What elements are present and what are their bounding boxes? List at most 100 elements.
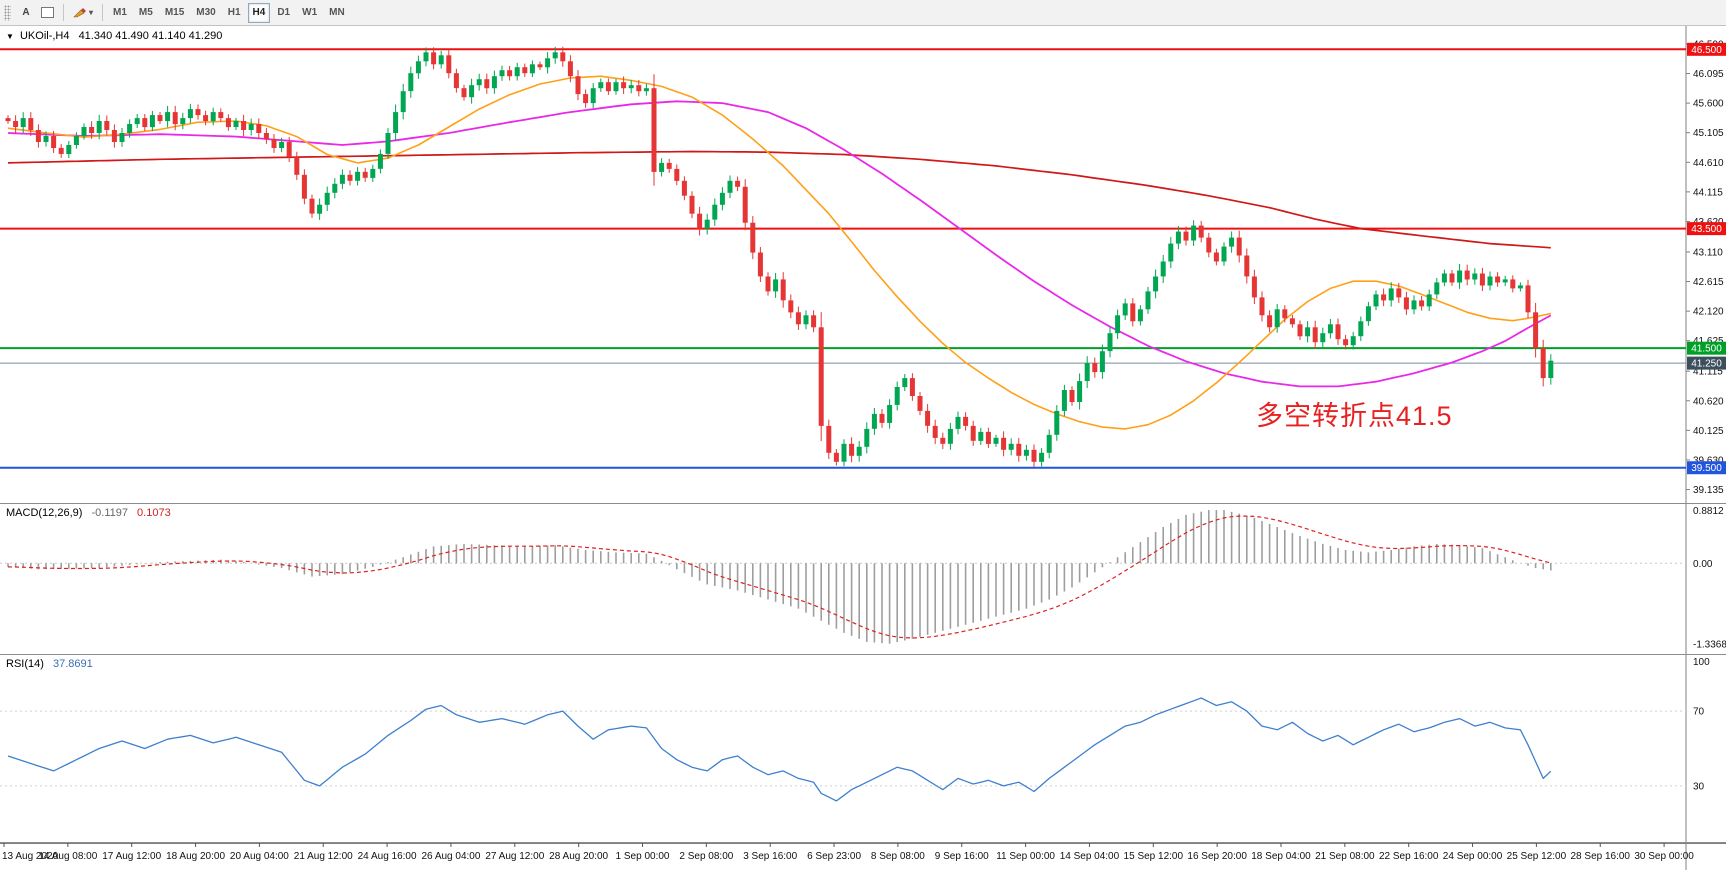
timeframe-button-W1[interactable]: W1 [297, 3, 322, 23]
moving-average-mid-magenta [7, 100, 1552, 388]
time-label: 16 Sep 20:00 [1187, 851, 1247, 862]
object-tool-button[interactable] [36, 3, 59, 23]
price-axis: 46.59046.09545.60045.10544.61044.11543.6… [1685, 26, 1724, 503]
svg-text:39.135: 39.135 [1693, 485, 1724, 496]
svg-text:-1.3368: -1.3368 [1693, 640, 1726, 651]
chart-annotation-text[interactable]: 多空转折点41.5 [1256, 401, 1453, 431]
time-label: 30 Sep 00:00 [1634, 851, 1694, 862]
svg-text:30: 30 [1693, 781, 1705, 792]
svg-text:41.115: 41.115 [1693, 367, 1723, 378]
time-axis[interactable]: 13 Aug 2020 14 Aug 08:00 17 Aug 12:00 18 Au… [0, 843, 1726, 870]
candlesticks [5, 46, 1554, 468]
time-label: 18 Aug 20:00 [166, 851, 225, 862]
time-label: 3 Sep 16:00 [743, 851, 797, 862]
macd-main-value: -0.1197 [91, 507, 128, 519]
timeframe-group: M1 M5 M15 M30 H1 H4 D1 W1 MN [107, 2, 351, 23]
macd-histogram [7, 510, 1552, 644]
svg-text:40.125: 40.125 [1693, 426, 1724, 437]
svg-text:70: 70 [1693, 707, 1705, 718]
svg-text:44.610: 44.610 [1693, 158, 1724, 169]
svg-text:41.500: 41.500 [1691, 344, 1722, 355]
time-label: 17 Aug 12:00 [102, 851, 161, 862]
svg-text:46.095: 46.095 [1693, 69, 1724, 80]
draw-tool-button[interactable]: ▾ [68, 3, 98, 23]
moving-average-slow-red [7, 150, 1551, 249]
macd-signal-line [7, 515, 1551, 639]
macd-panel[interactable]: 0.8812 0.00 -1.3368 MACD(12,26,9) -0.1197 … [0, 504, 1726, 655]
svg-text:100: 100 [1693, 657, 1710, 668]
time-label: 27 Aug 12:00 [485, 851, 544, 862]
time-label: 13 Aug 2020 [2, 851, 59, 862]
timeframe-button-M15[interactable]: M15 [160, 3, 189, 23]
time-label: 25 Sep 12:00 [1507, 851, 1567, 862]
svg-text:44.115: 44.115 [1693, 187, 1723, 198]
timeframe-button-M1[interactable]: M1 [108, 3, 132, 23]
symbol-period-label: UKOil-,H4 [19, 30, 70, 42]
toolbar: A ▾ M1 M5 M15 M30 H1 H4 D1 W1 MN [0, 0, 1726, 26]
dropdown-caret-icon: ▾ [89, 8, 94, 17]
time-label: 15 Sep 12:00 [1124, 851, 1184, 862]
time-label: 20 Aug 04:00 [230, 851, 289, 862]
time-label: 21 Sep 08:00 [1315, 851, 1375, 862]
price-tags: 46.500 43.500 41.500 39.500 41.250 [1687, 42, 1726, 475]
svg-text:0.00: 0.00 [1693, 559, 1713, 570]
timeframe-button-MN[interactable]: MN [324, 3, 350, 23]
svg-text:42.615: 42.615 [1693, 277, 1724, 288]
toolbar-separator [63, 4, 64, 21]
time-label: 14 Aug 08:00 [38, 851, 97, 862]
moving-average-fast-orange [7, 75, 1551, 430]
timeframe-button-H1[interactable]: H1 [223, 3, 246, 23]
rsi-header: RSI(14) 37.8691 [6, 658, 93, 670]
time-label: 9 Sep 16:00 [935, 851, 989, 862]
time-label: 28 Aug 20:00 [549, 851, 608, 862]
time-label: 18 Sep 04:00 [1251, 851, 1311, 862]
time-label: 8 Sep 08:00 [871, 851, 925, 862]
svg-text:45.105: 45.105 [1693, 128, 1724, 139]
rectangle-icon [41, 7, 54, 18]
toolbar-separator [102, 4, 104, 21]
time-label: 26 Aug 04:00 [421, 851, 480, 862]
rsi-panel[interactable]: 100 70 30 RSI(14) 37.8691 [0, 655, 1726, 843]
ohlc-values: 41.340 41.490 41.140 41.290 [78, 30, 223, 42]
toolbar-grip[interactable] [4, 4, 11, 21]
pencil-icon [73, 7, 86, 17]
rsi-value: 37.8691 [52, 658, 93, 670]
svg-text:0.8812: 0.8812 [1693, 506, 1724, 517]
rsi-name-label: RSI(14) [6, 658, 44, 670]
macd-name-label: MACD(12,26,9) [6, 507, 83, 519]
time-label: 21 Aug 12:00 [294, 851, 353, 862]
timeframe-button-D1[interactable]: D1 [272, 3, 295, 23]
rsi-line [7, 697, 1552, 802]
svg-text:40.620: 40.620 [1693, 396, 1724, 407]
svg-text:45.600: 45.600 [1693, 99, 1724, 110]
chart-menu-icon[interactable]: ▼ [6, 32, 14, 41]
text-tool-button[interactable]: A [16, 3, 36, 23]
macd-signal-value: 0.1073 [137, 507, 171, 519]
svg-text:39.500: 39.500 [1691, 463, 1722, 474]
svg-text:39.630: 39.630 [1693, 455, 1724, 466]
time-label: 11 Sep 00:00 [996, 851, 1055, 862]
price-panel[interactable]: 46.59046.09545.60045.10544.61044.11543.6… [0, 26, 1726, 504]
time-label: 2 Sep 08:00 [679, 851, 733, 862]
time-label: 24 Aug 16:00 [358, 851, 417, 862]
timeframe-button-H4[interactable]: H4 [247, 2, 271, 23]
timeframe-button-M5[interactable]: M5 [134, 3, 158, 23]
time-label: 14 Sep 04:00 [1060, 851, 1120, 862]
time-label: 28 Sep 16:00 [1571, 851, 1631, 862]
horizontal-level-lines[interactable] [0, 48, 1686, 469]
svg-text:41.250: 41.250 [1691, 359, 1722, 370]
macd-axis: 0.8812 0.00 -1.3368 [0, 504, 1726, 654]
svg-text:43.110: 43.110 [1693, 247, 1723, 258]
svg-text:46.500: 46.500 [1691, 45, 1722, 56]
svg-text:43.500: 43.500 [1691, 224, 1722, 235]
time-label: 1 Sep 00:00 [616, 851, 670, 862]
time-label: 6 Sep 23:00 [807, 851, 861, 862]
chart-title: ▼ UKOil-,H4 41.340 41.490 41.140 41.290 [6, 30, 222, 42]
time-label: 24 Sep 00:00 [1443, 851, 1503, 862]
macd-header: MACD(12,26,9) -0.1197 0.1073 [6, 507, 171, 519]
svg-text:42.120: 42.120 [1693, 307, 1724, 318]
rsi-axis: 100 70 30 [0, 655, 1710, 842]
timeframe-button-M30[interactable]: M30 [191, 3, 220, 23]
